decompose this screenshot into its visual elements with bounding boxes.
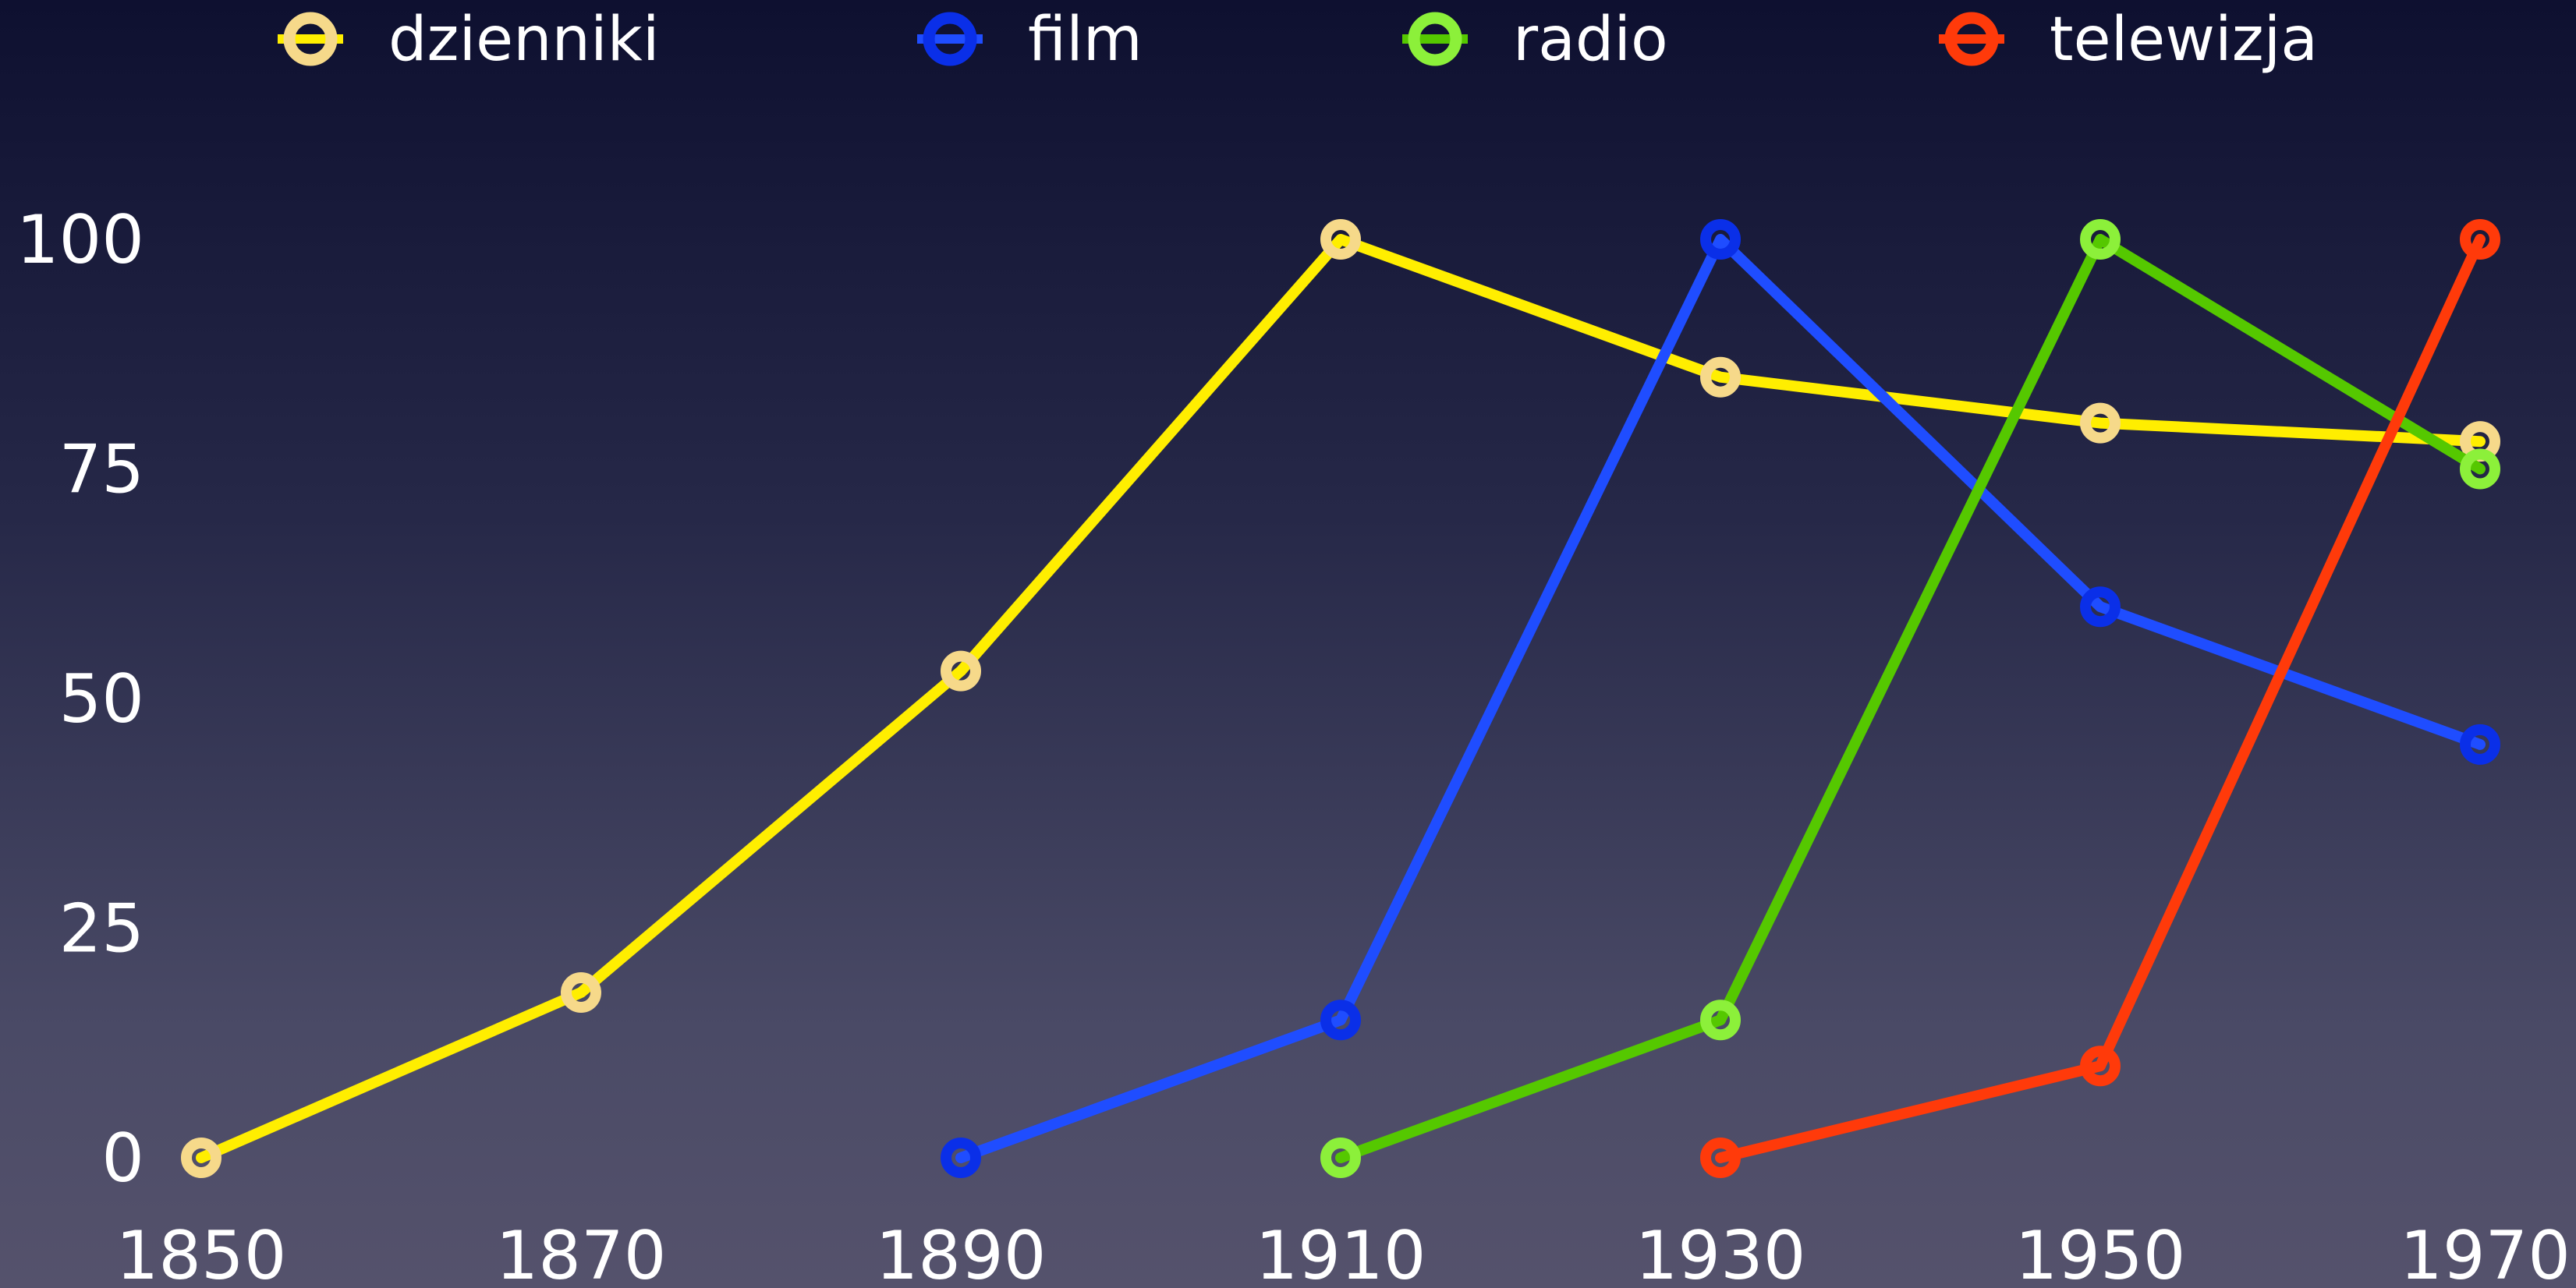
x-tick-label: 1910 — [1256, 1217, 1426, 1288]
x-tick-label: 1930 — [1635, 1217, 1806, 1288]
data-point-dzienniki — [181, 1138, 221, 1178]
data-point-dzienniki — [1700, 356, 1741, 398]
series-film — [941, 219, 2500, 1178]
legend: dzienniki film radio telewizja — [278, 5, 2318, 75]
legend-label: telewizja — [2050, 5, 2318, 75]
legend-label: dzienniki — [388, 5, 660, 75]
data-point-radio — [1320, 1138, 1361, 1178]
x-tick-label: 1950 — [2015, 1217, 2186, 1288]
legend-item-radio: radio — [1402, 5, 1668, 75]
x-tick-label: 1850 — [116, 1217, 287, 1288]
data-point-film — [1700, 219, 1741, 260]
series-line-telewizja — [1715, 234, 2486, 1163]
data-point-radio — [2460, 448, 2500, 490]
y-tick-label: 100 — [16, 201, 144, 279]
series-layer — [181, 219, 2500, 1178]
y-axis: 0 25 50 75 100 — [16, 201, 144, 1198]
data-point-radio — [2080, 219, 2121, 260]
data-point-dzienniki — [2080, 402, 2121, 444]
y-tick-label: 75 — [59, 431, 144, 509]
x-tick-label: 1890 — [876, 1217, 1047, 1288]
data-point-telewizja — [2460, 219, 2500, 260]
legend-marker — [923, 12, 977, 66]
data-point-telewizja — [1700, 1138, 1741, 1178]
legend-label: radio — [1513, 5, 1668, 75]
legend-label: film — [1028, 5, 1143, 75]
legend-item-dzienniki: dzienniki — [278, 5, 660, 75]
x-tick-label: 1970 — [2400, 1217, 2571, 1288]
data-point-film — [1320, 1000, 1361, 1041]
x-axis: 1850 1870 1890 1910 1930 1950 1970 — [116, 1217, 2571, 1288]
data-point-film — [2460, 724, 2500, 765]
series-telewizja — [1700, 219, 2500, 1178]
data-point-dzienniki — [1320, 219, 1361, 260]
legend-marker — [283, 12, 338, 66]
y-tick-label: 50 — [59, 660, 144, 738]
series-line-film — [955, 234, 2486, 1163]
series-line-radio — [1335, 234, 2486, 1163]
data-point-dzienniki — [561, 971, 601, 1013]
data-point-radio — [1700, 1000, 1741, 1041]
data-point-telewizja — [2080, 1046, 2121, 1087]
series-dzienniki — [181, 219, 2500, 1178]
series-radio — [1320, 219, 2500, 1178]
x-tick-label: 1870 — [496, 1217, 667, 1288]
series-line-dzienniki — [196, 234, 2486, 1163]
data-point-dzienniki — [941, 650, 981, 692]
data-point-film — [2080, 586, 2121, 628]
y-tick-label: 0 — [101, 1120, 144, 1198]
legend-marker — [1408, 12, 1462, 66]
legend-item-telewizja: telewizja — [1939, 5, 2318, 75]
y-tick-label: 25 — [59, 890, 144, 968]
data-point-film — [941, 1138, 981, 1178]
legend-item-film: film — [917, 5, 1143, 75]
legend-marker — [1944, 12, 1999, 66]
